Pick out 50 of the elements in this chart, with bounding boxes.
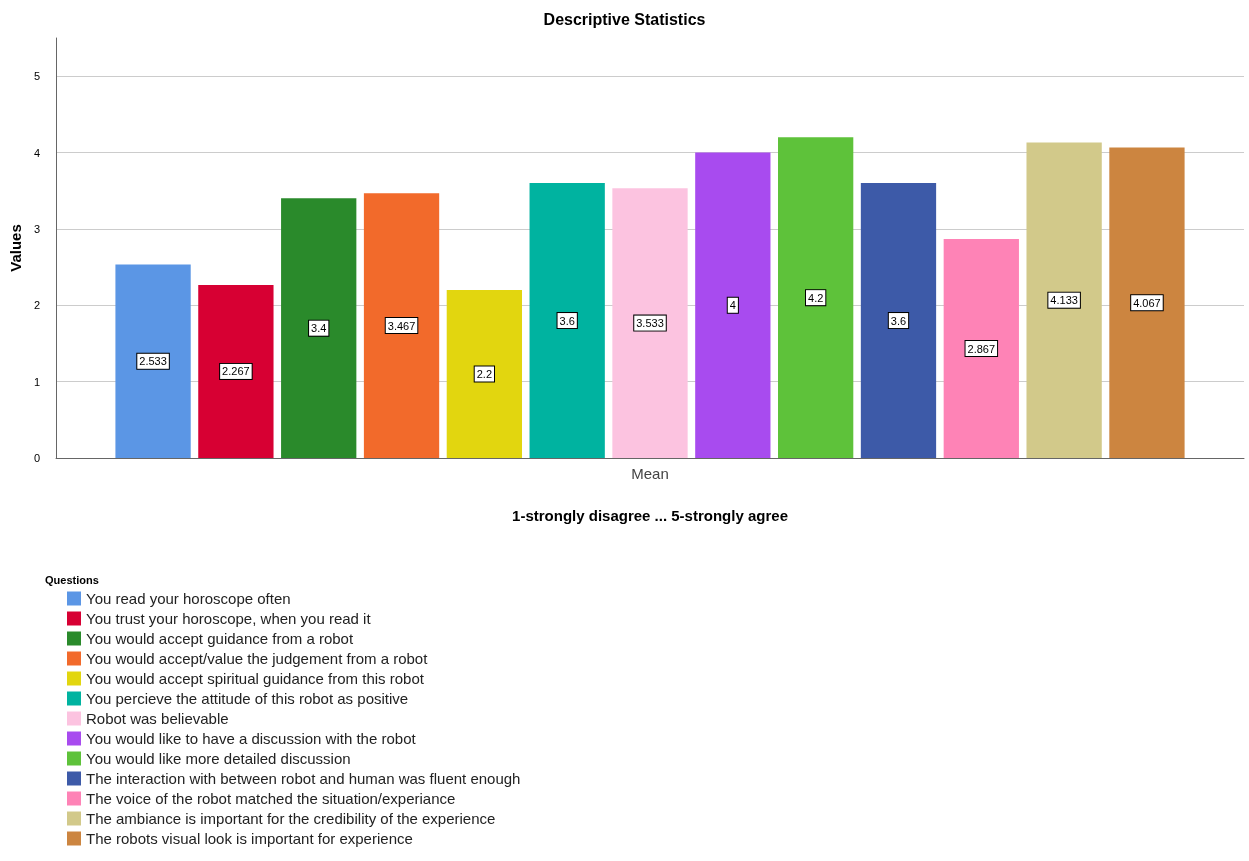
data-label: 3.4 <box>311 322 327 335</box>
y-tick-label: 0 <box>33 452 41 464</box>
y-tick-label: 4 <box>33 146 41 159</box>
legend-title: Questions <box>45 573 99 586</box>
x-tick-label: Mean <box>631 465 669 482</box>
bar <box>281 198 357 458</box>
y-axis-title: Values <box>7 224 24 272</box>
legend-label: You would accept guidance from a robot <box>86 630 354 647</box>
legend-label: You trust your horoscope, when you read it <box>86 610 372 627</box>
y-tick-label: 3 <box>33 222 41 235</box>
bar <box>943 239 1019 458</box>
legend-label: The interaction with between robot and human was fluent enough <box>86 770 521 787</box>
data-label: 3.533 <box>636 317 664 330</box>
bar <box>363 193 440 458</box>
y-tick-label: 1 <box>33 375 41 388</box>
legend-label: The voice of the robot matched the situation/experiance <box>86 790 456 807</box>
bar <box>115 264 191 458</box>
legend-label: You would like more detailed discussion <box>86 750 351 767</box>
data-label: 4 <box>729 299 736 312</box>
bar <box>778 137 854 458</box>
data-label: 4.2 <box>808 291 824 304</box>
y-tick-label: 5 <box>33 70 41 83</box>
y-tick-label: 2 <box>33 299 41 312</box>
bar <box>446 290 523 458</box>
legend-label: The robots visual look is important for experience <box>86 830 413 847</box>
data-label: 4.067 <box>1133 296 1161 309</box>
legend-label: You percieve the attitude of this robot as positive <box>86 690 409 707</box>
bar <box>695 152 771 458</box>
bar <box>1109 147 1185 458</box>
data-label: 3.6 <box>559 314 575 327</box>
data-label: 2.2 <box>476 368 493 380</box>
bar <box>612 188 688 458</box>
bar <box>860 183 937 458</box>
data-label: 3.467 <box>387 319 416 332</box>
data-label: 4.133 <box>1050 294 1078 307</box>
data-label: 2.267 <box>222 365 250 378</box>
x-axis-title: 1-strongly disagree ... 5-strongly agree <box>512 507 788 524</box>
bar <box>1026 142 1102 458</box>
data-label: 2.533 <box>139 355 167 368</box>
legend-label: You would like to have a discussion with the robot <box>86 730 417 747</box>
data-label: 2.867 <box>967 342 996 355</box>
bar <box>529 183 605 458</box>
legend-label: You would accept/value the judgement from a robot <box>86 650 429 667</box>
legend-label: You read your horoscope often <box>86 590 291 607</box>
legend-label: Robot was believable <box>86 710 229 727</box>
legend-label: You would accept spiritual guidance from this robot <box>86 670 425 687</box>
data-label: 3.6 <box>890 314 907 327</box>
chart-title: Descriptive Statistics <box>543 10 706 28</box>
bar <box>198 284 274 458</box>
legend-label: The ambiance is important for the credibility of the experience <box>86 810 496 827</box>
